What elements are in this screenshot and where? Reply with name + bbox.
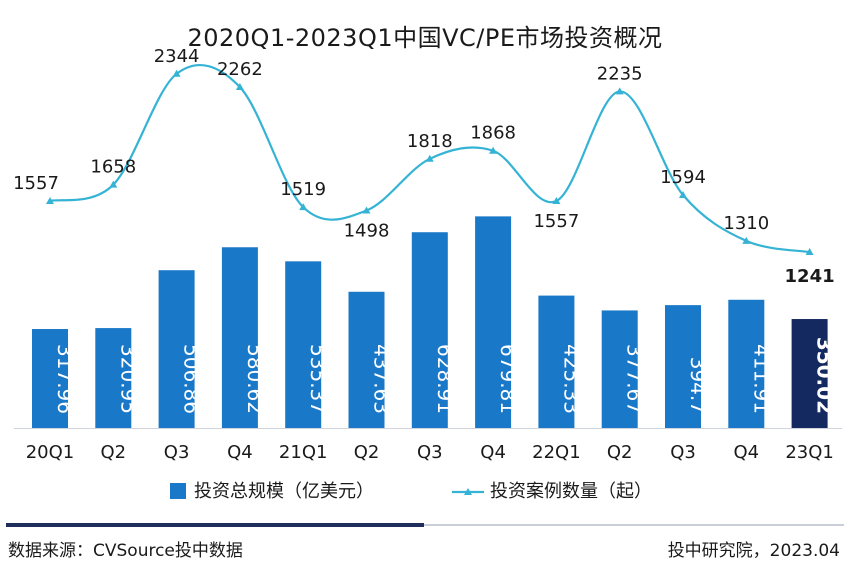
footer-rule-light — [424, 524, 844, 526]
legend-line-label: 投资案例数量（起） — [490, 481, 652, 502]
bar — [158, 270, 195, 428]
bar — [221, 247, 258, 428]
line-value-label: 1868 — [470, 123, 516, 144]
x-tick-label: 21Q1 — [279, 442, 328, 463]
x-tick-label: Q3 — [417, 442, 443, 463]
line-value-label: 2344 — [154, 46, 200, 67]
bar — [538, 295, 575, 428]
line-point — [679, 191, 687, 199]
line-value-label: 1498 — [344, 221, 390, 242]
x-tick-label: 23Q1 — [785, 442, 834, 463]
line-point — [299, 203, 308, 211]
bar — [348, 291, 385, 428]
bar-value-label: 411.91 — [749, 344, 773, 414]
x-tick-label: Q2 — [354, 442, 380, 463]
line-point — [172, 69, 181, 77]
line-value-label: 1519 — [280, 179, 326, 200]
bar-value-label: 377.67 — [623, 344, 647, 414]
chart-title: 2020Q1-2023Q1中国VC/PE市场投资概况 — [187, 24, 663, 52]
line-value-label: 1557 — [533, 211, 579, 232]
line-point — [109, 180, 118, 188]
bar-value-label: 506.86 — [180, 344, 204, 414]
bar-value-label: 317.96 — [53, 344, 77, 414]
bar — [32, 329, 68, 428]
bar — [791, 319, 828, 428]
bar — [285, 261, 322, 428]
bar-value-label: 437.63 — [370, 344, 394, 414]
line-point — [552, 196, 561, 204]
source-note: 数据来源：CVSource投中数据 — [8, 541, 243, 561]
legend-bar-label: 投资总规模（亿美元） — [194, 481, 374, 502]
x-tick-label: Q3 — [670, 442, 696, 463]
legend-line-marker — [464, 488, 472, 495]
line-point — [362, 206, 371, 214]
line-value-label: 1241 — [785, 266, 835, 287]
line-point — [615, 87, 624, 95]
bar-value-label: 580.62 — [243, 344, 267, 414]
x-tick-label: Q4 — [227, 442, 253, 463]
bar — [95, 328, 132, 428]
chart-canvas: 317.96 320.95 506.86 580.62 535.37 437.63 628.… — [13, 46, 842, 502]
line-value-label: 1818 — [407, 131, 453, 152]
bar-value-label: 425.33 — [559, 344, 583, 414]
line-point — [425, 154, 434, 162]
x-tick-label: 20Q1 — [26, 442, 75, 463]
x-tick-label: 22Q1 — [532, 442, 581, 463]
line-point — [46, 196, 54, 204]
line-point — [805, 248, 814, 256]
x-tick-label: Q2 — [607, 442, 633, 463]
line-value-label: 1310 — [723, 213, 769, 234]
bar — [665, 305, 701, 428]
legend-bar-swatch — [170, 483, 186, 499]
line-value-label: 1557 — [13, 173, 59, 194]
line-value-label: 1594 — [660, 167, 706, 188]
line-point — [742, 236, 751, 244]
bar — [601, 310, 638, 428]
footer-rule-dark — [6, 523, 424, 527]
line-point — [489, 146, 498, 154]
bar-value-label: 628.91 — [433, 344, 457, 414]
line-value-label: 2235 — [597, 63, 643, 84]
bar — [411, 232, 448, 428]
bar-value-label: 350.02 — [813, 337, 837, 414]
bar-value-label: 535.37 — [306, 344, 330, 414]
x-tick-label: Q3 — [164, 442, 190, 463]
line-value-label: 2262 — [217, 59, 263, 80]
bar — [728, 299, 765, 428]
line-point — [235, 83, 244, 91]
bar-value-label: 394.7 — [686, 357, 710, 414]
x-tick-label: Q2 — [100, 442, 126, 463]
x-tick-label: Q4 — [480, 442, 506, 463]
bar — [475, 216, 512, 428]
bar-value-label: 320.95 — [116, 344, 140, 414]
bar-value-label: 679.81 — [496, 344, 520, 414]
publisher-note: 投中研究院，2023.04 — [667, 541, 840, 561]
line-value-label: 1658 — [90, 157, 136, 178]
x-tick-label: Q4 — [733, 442, 759, 463]
